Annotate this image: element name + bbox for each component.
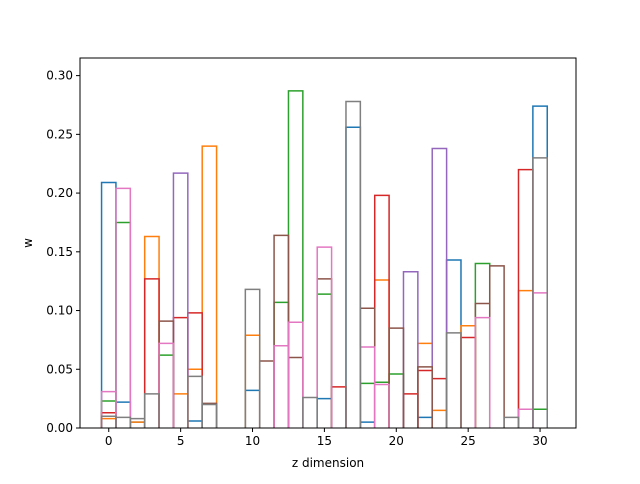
bar-step xyxy=(388,327,405,428)
bar-step xyxy=(345,100,362,428)
y-tick-label: 0.00 xyxy=(46,421,73,435)
y-axis-label: w xyxy=(21,238,35,248)
bar-step xyxy=(244,288,261,428)
bar-step xyxy=(302,396,318,428)
bar-step xyxy=(172,172,189,428)
y-tick-label: 0.25 xyxy=(46,127,73,141)
bar-step xyxy=(158,342,175,428)
bar-step xyxy=(417,366,433,428)
x-axis-label: z dimension xyxy=(292,456,364,470)
x-tick-label: 5 xyxy=(177,434,185,448)
x-tick-label: 30 xyxy=(532,434,547,448)
x-tick-label: 10 xyxy=(245,434,260,448)
y-tick-label: 0.05 xyxy=(46,362,73,376)
x-tick-label: 20 xyxy=(389,434,404,448)
bar-step xyxy=(503,416,520,428)
series-layer xyxy=(100,90,548,428)
x-tick-label: 0 xyxy=(105,434,113,448)
x-tick-label: 15 xyxy=(317,434,332,448)
y-tick-label: 0.10 xyxy=(46,304,73,318)
plot-area xyxy=(80,58,576,428)
bar-step xyxy=(373,383,390,428)
bar-step xyxy=(474,316,491,428)
x-axis-ticks: 0 5 10 15 20 25 30 xyxy=(105,428,548,448)
bar-step xyxy=(431,147,448,428)
bar-step xyxy=(201,145,218,428)
y-tick-label: 0.30 xyxy=(46,69,73,83)
bar-step xyxy=(115,187,132,428)
plot-frame xyxy=(79,57,577,429)
bar-step xyxy=(143,393,160,428)
bar-step xyxy=(201,403,218,428)
y-tick-label: 0.15 xyxy=(46,245,73,259)
y-tick-label: 0.20 xyxy=(46,186,73,200)
bar-step xyxy=(532,157,548,428)
bar-step xyxy=(187,375,203,428)
bar-step xyxy=(287,321,304,428)
y-axis-ticks: 0.00 0.05 0.10 0.15 0.20 0.25 0.30 xyxy=(46,69,80,435)
bar-step xyxy=(316,246,333,428)
series-7 xyxy=(100,100,548,428)
bar-step xyxy=(445,332,462,428)
x-tick-label: 25 xyxy=(461,434,476,448)
